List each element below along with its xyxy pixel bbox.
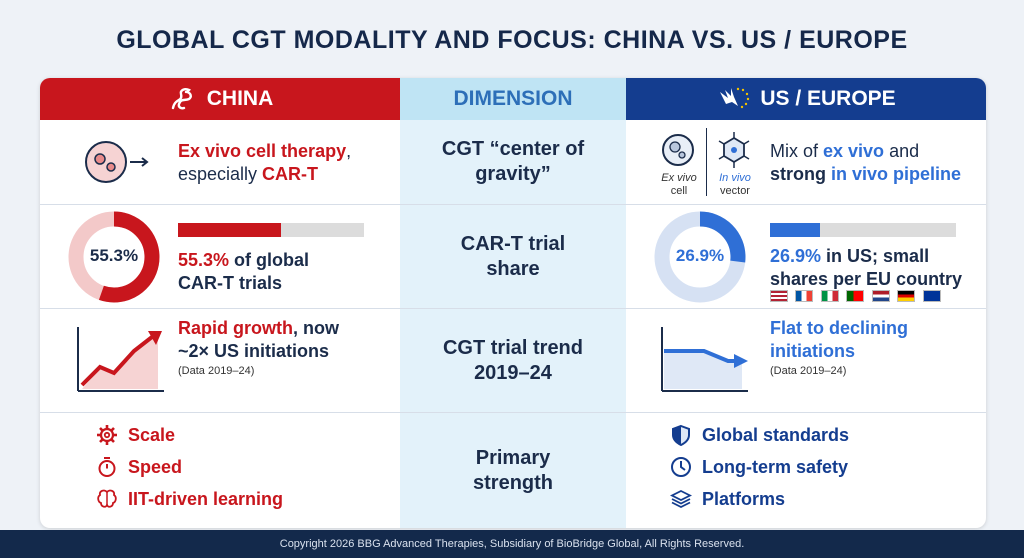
france-flag-icon	[795, 289, 814, 302]
ex-vivo-cell-icon	[662, 134, 694, 166]
china-header-label: CHINA	[206, 87, 274, 110]
us-donut-label: 26.9%	[675, 246, 725, 265]
list-item: Scale	[96, 419, 386, 451]
china-strength-list: Scale Speed IIT-driven learning	[96, 419, 386, 515]
cell-dish-icon	[85, 141, 149, 183]
flat-declining-trend-icon	[661, 327, 748, 392]
eagle-eu-icon	[720, 87, 750, 109]
eu-flags	[770, 287, 970, 303]
list-item: Long-term safety	[670, 451, 970, 483]
us-trend-note: (Data 2019–24)	[770, 365, 847, 377]
list-item: Speed	[96, 451, 386, 483]
row-divider	[40, 308, 986, 309]
dragon-icon	[171, 88, 192, 110]
portugal-flag-icon	[846, 289, 865, 302]
us-europe-header: US / EUROPE	[626, 78, 986, 120]
copyright-footer: Copyright 2026 BBG Advanced Therapies, S…	[0, 530, 1024, 558]
row-primary-strength: Scale Speed IIT-driven learning Primary …	[40, 413, 986, 528]
germany-flag-icon	[897, 289, 916, 302]
gear-icon	[97, 425, 117, 445]
dimension-header: DIMENSION	[400, 78, 626, 120]
italy-flag-icon	[820, 289, 839, 302]
icon-divider	[706, 128, 707, 196]
us-share-bar	[770, 223, 956, 237]
us-donut-arc	[654, 211, 746, 303]
eu-flag-icon	[922, 289, 941, 302]
list-item: IIT-driven learning	[96, 483, 386, 515]
list-item: Platforms	[670, 483, 970, 515]
layers-icon	[670, 489, 692, 509]
netherlands-flag-icon	[871, 289, 890, 302]
row-trial-trend: Rapid growth, now ~2× US initiations (Da…	[40, 309, 986, 412]
dimension-label: CGT trial trend 2019–24	[442, 336, 583, 384]
dimension-header-label: DIMENSION	[453, 87, 573, 110]
us-donut: 26.9%	[648, 205, 758, 308]
brain-icon	[97, 489, 117, 508]
us-share-bar-fill	[770, 223, 821, 237]
china-trend-text: Rapid growth, now ~2× US initiations	[178, 318, 339, 362]
us-trend-text: Flat to declining initiations	[770, 318, 908, 362]
row-divider	[40, 204, 986, 205]
us-strength-list: Global standards Long-term safety Platfo…	[670, 419, 970, 515]
us-share-text: 26.9% in US; small shares per EU country	[770, 246, 963, 290]
row-divider	[40, 412, 986, 413]
shield-icon	[672, 424, 690, 446]
us-flag-icon	[770, 289, 788, 302]
china-donut: 55.3%	[62, 205, 172, 308]
row-car-t-share: 55.3% 55.3% of global CAR-T trials CAR-T…	[40, 205, 986, 308]
us-europe-header-label: US / EUROPE	[760, 87, 896, 110]
stopwatch-icon	[98, 457, 116, 477]
comparison-table: CHINA DIMENSION US / EUROPE	[40, 78, 986, 528]
dimension-column	[400, 120, 626, 528]
china-donut-arc	[68, 211, 160, 303]
rising-trend-icon	[77, 327, 164, 392]
dimension-label: CAR-T trial share	[460, 232, 566, 280]
china-trend-note: (Data 2019–24)	[178, 365, 255, 377]
in-vivo-label: In vivo vector	[719, 172, 751, 197]
dimension-label: Primary strength	[473, 446, 553, 494]
clock-icon	[671, 457, 691, 477]
china-donut-label: 55.3%	[89, 246, 139, 265]
china-share-bar	[178, 223, 364, 237]
page-title: GLOBAL CGT MODALITY AND FOCUS: CHINA VS.…	[116, 26, 908, 54]
us-modality-icons: Ex vivo cell In vivo vector	[656, 120, 776, 204]
ex-vivo-label: Ex vivo cell	[661, 172, 697, 197]
list-item: Global standards	[670, 419, 970, 451]
dimension-label: CGT “center of gravity”	[441, 138, 585, 185]
row-center-of-gravity: Ex vivo cell therapy, especially CAR-T C…	[40, 120, 986, 204]
china-gravity-text: Ex vivo cell therapy, especially CAR-T	[178, 141, 352, 185]
us-gravity-text: Mix of ex vivo and strong in vivo pipeli…	[770, 141, 962, 185]
china-share-text: 55.3% of global CAR-T trials	[178, 250, 310, 294]
china-header: CHINA	[40, 78, 400, 120]
virus-vector-icon	[718, 132, 750, 168]
china-share-bar-fill	[178, 223, 281, 237]
